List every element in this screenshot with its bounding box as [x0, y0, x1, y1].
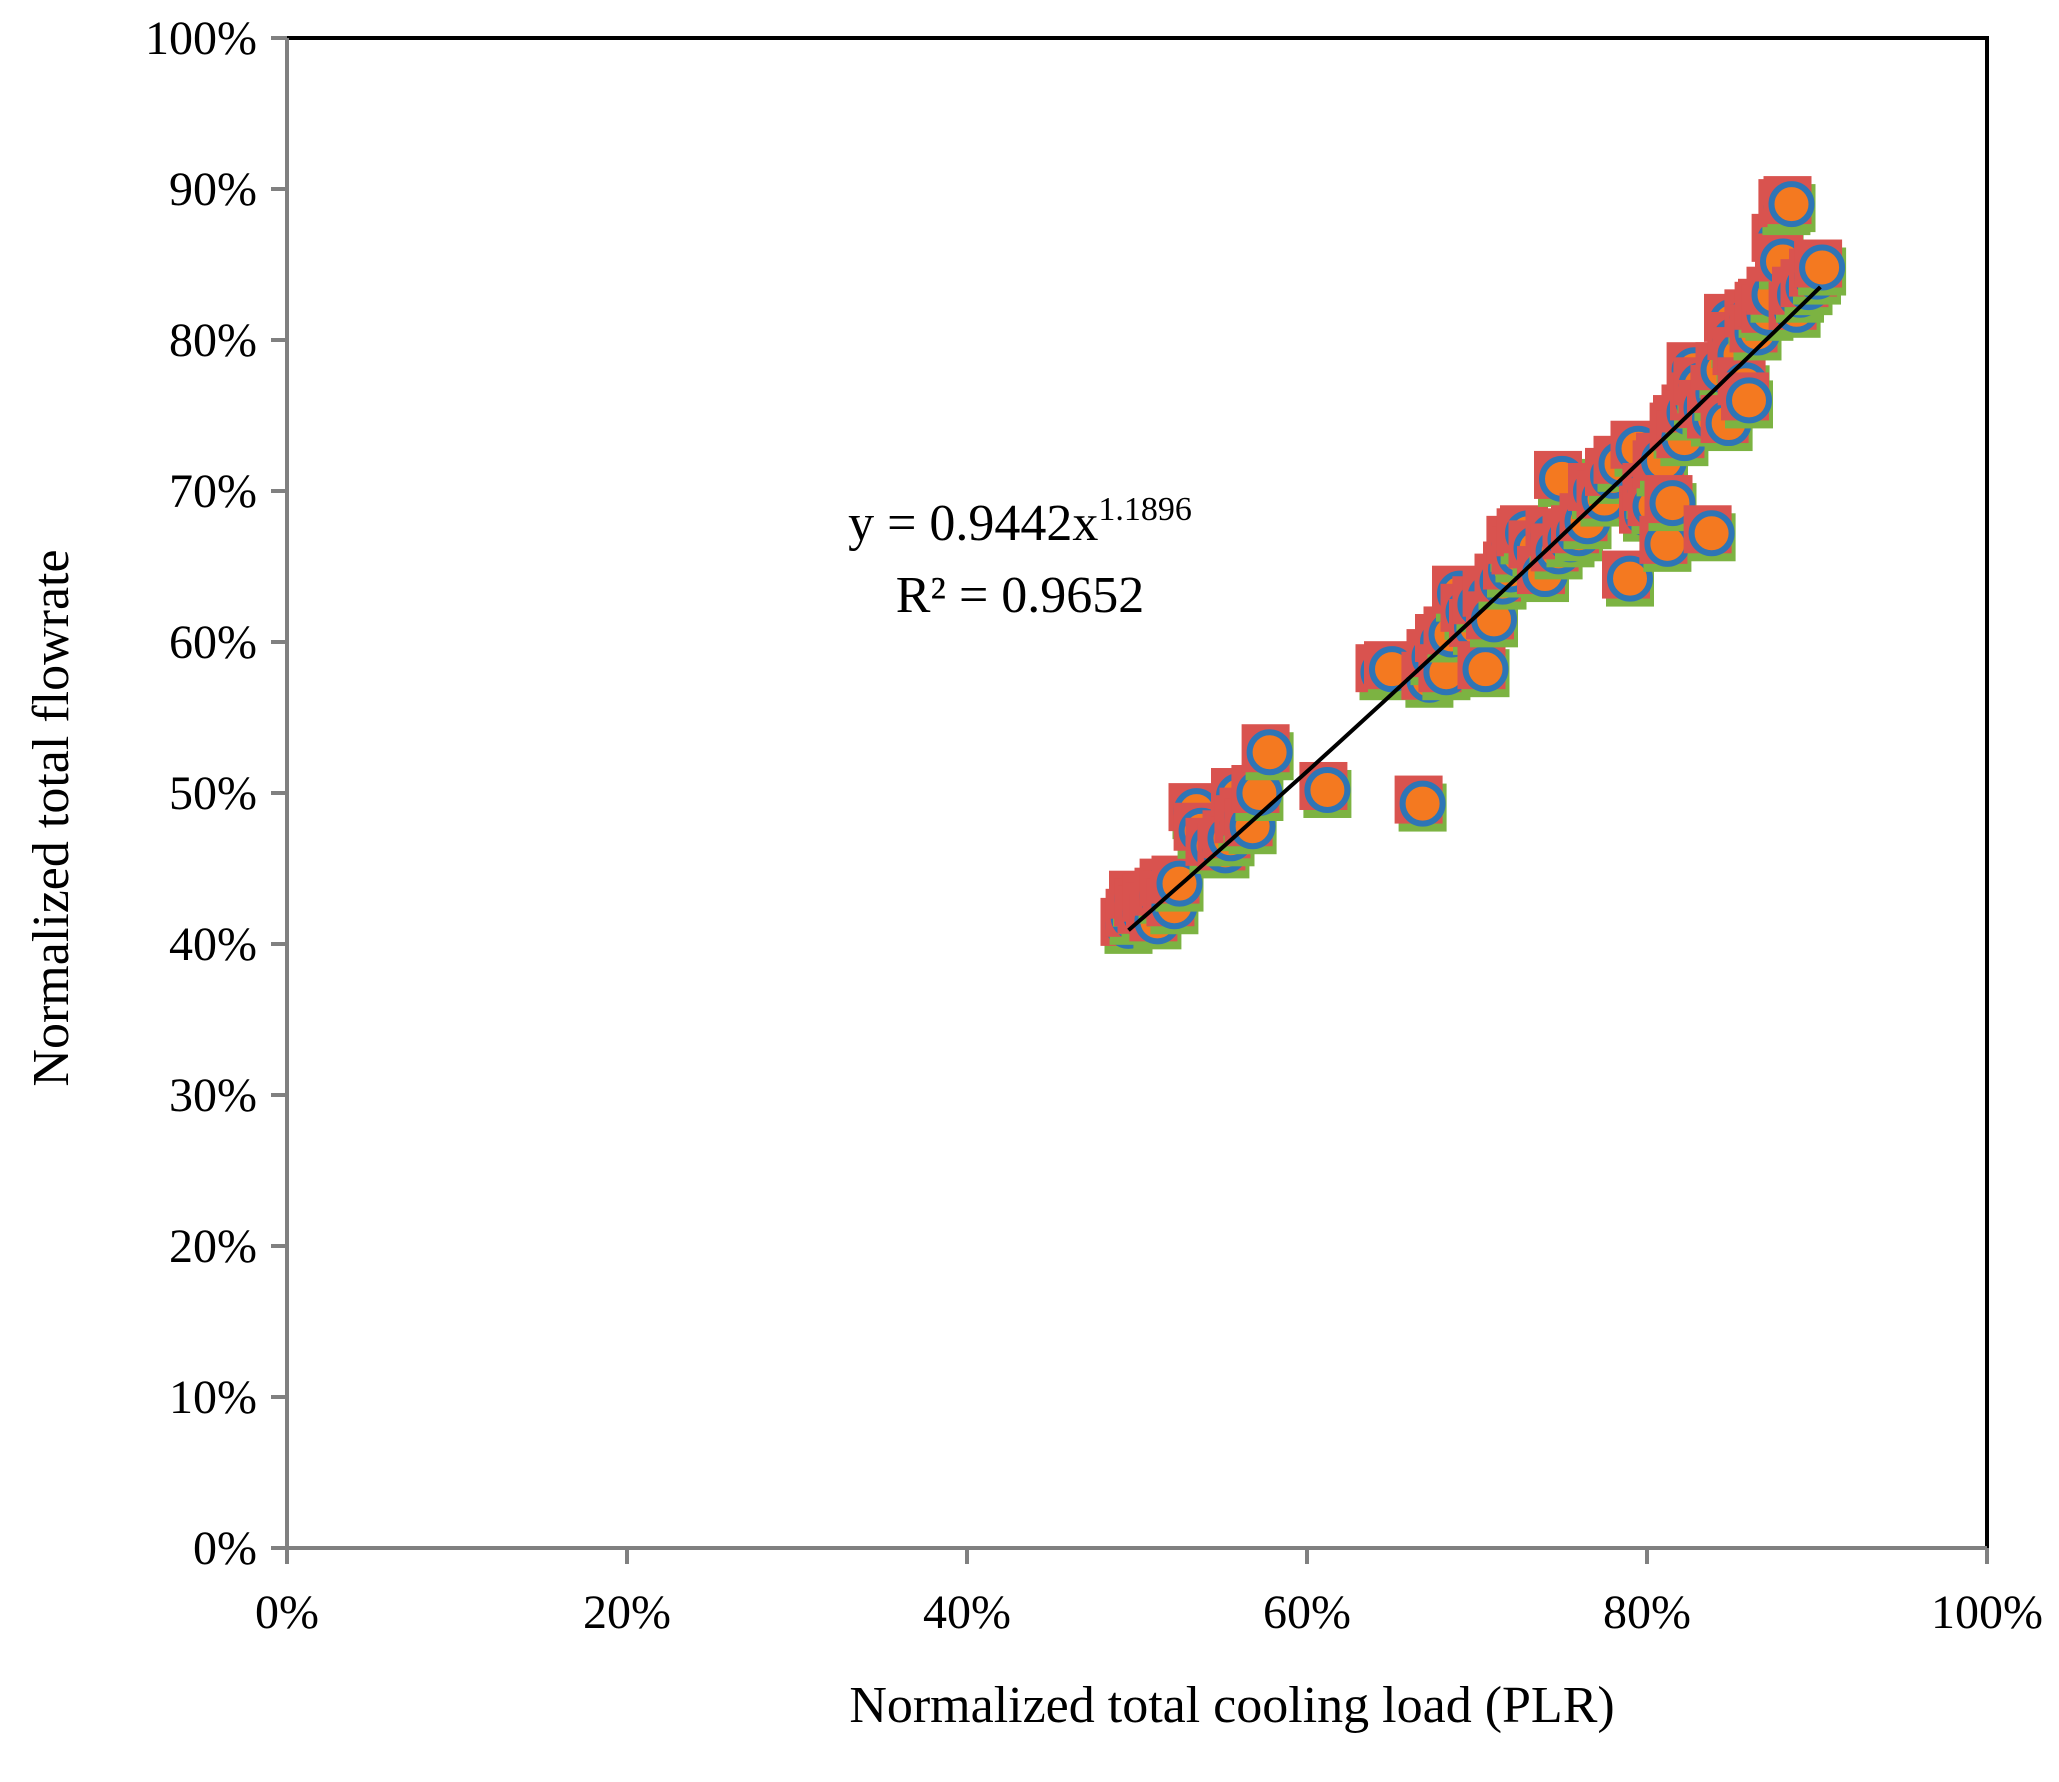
- x-tick-label: 60%: [1263, 1586, 1351, 1639]
- data-point: [1457, 641, 1510, 698]
- data-point: [1602, 550, 1654, 607]
- equation-exponent: 1.1896: [1098, 491, 1192, 528]
- data-point: [1683, 505, 1736, 562]
- data-point: [1763, 176, 1816, 233]
- x-tick-label: 100%: [1931, 1586, 2043, 1639]
- trendline: [1127, 285, 1822, 932]
- x-tick-label: 0%: [255, 1586, 319, 1639]
- y-tick-label: 10%: [169, 1371, 257, 1424]
- y-tick-label: 0%: [193, 1522, 257, 1575]
- data-points: [1100, 176, 1847, 954]
- x-tick-label: 80%: [1603, 1586, 1691, 1639]
- y-tick-label: 90%: [169, 163, 257, 216]
- y-tick-label: 100%: [145, 12, 257, 65]
- trend-equation: y = 0.9442x1.1896: [848, 491, 1192, 552]
- y-tick-label: 70%: [169, 465, 257, 518]
- y-axis-title: Normalized total flowrate: [23, 549, 80, 1086]
- y-tick-label: 50%: [169, 767, 257, 820]
- x-tick-label: 20%: [583, 1586, 671, 1639]
- y-axis-ticks: 0% 10% 20% 30% 40% 50% 60% 70% 80% 90% 100%: [145, 12, 287, 1575]
- y-tick-label: 40%: [169, 918, 257, 971]
- y-tick-label: 60%: [169, 616, 257, 669]
- plot-area: [285, 36, 1989, 1550]
- data-point: [1241, 724, 1294, 781]
- x-tick-label: 40%: [923, 1586, 1011, 1639]
- x-axis-ticks: 0% 20% 40% 60% 80% 100%: [255, 1548, 2043, 1639]
- r-squared-label: R² = 0.9652: [896, 567, 1145, 624]
- y-tick-label: 20%: [169, 1220, 257, 1273]
- equation-prefix: y = 0.9442x: [848, 495, 1098, 552]
- data-point: [1394, 775, 1447, 832]
- data-point: [1299, 761, 1352, 818]
- x-axis-title: Normalized total cooling load (PLR): [849, 1677, 1614, 1734]
- data-point: [1721, 372, 1773, 429]
- y-tick-label: 30%: [169, 1069, 257, 1122]
- data-point: [1794, 239, 1847, 296]
- y-tick-label: 80%: [169, 314, 257, 367]
